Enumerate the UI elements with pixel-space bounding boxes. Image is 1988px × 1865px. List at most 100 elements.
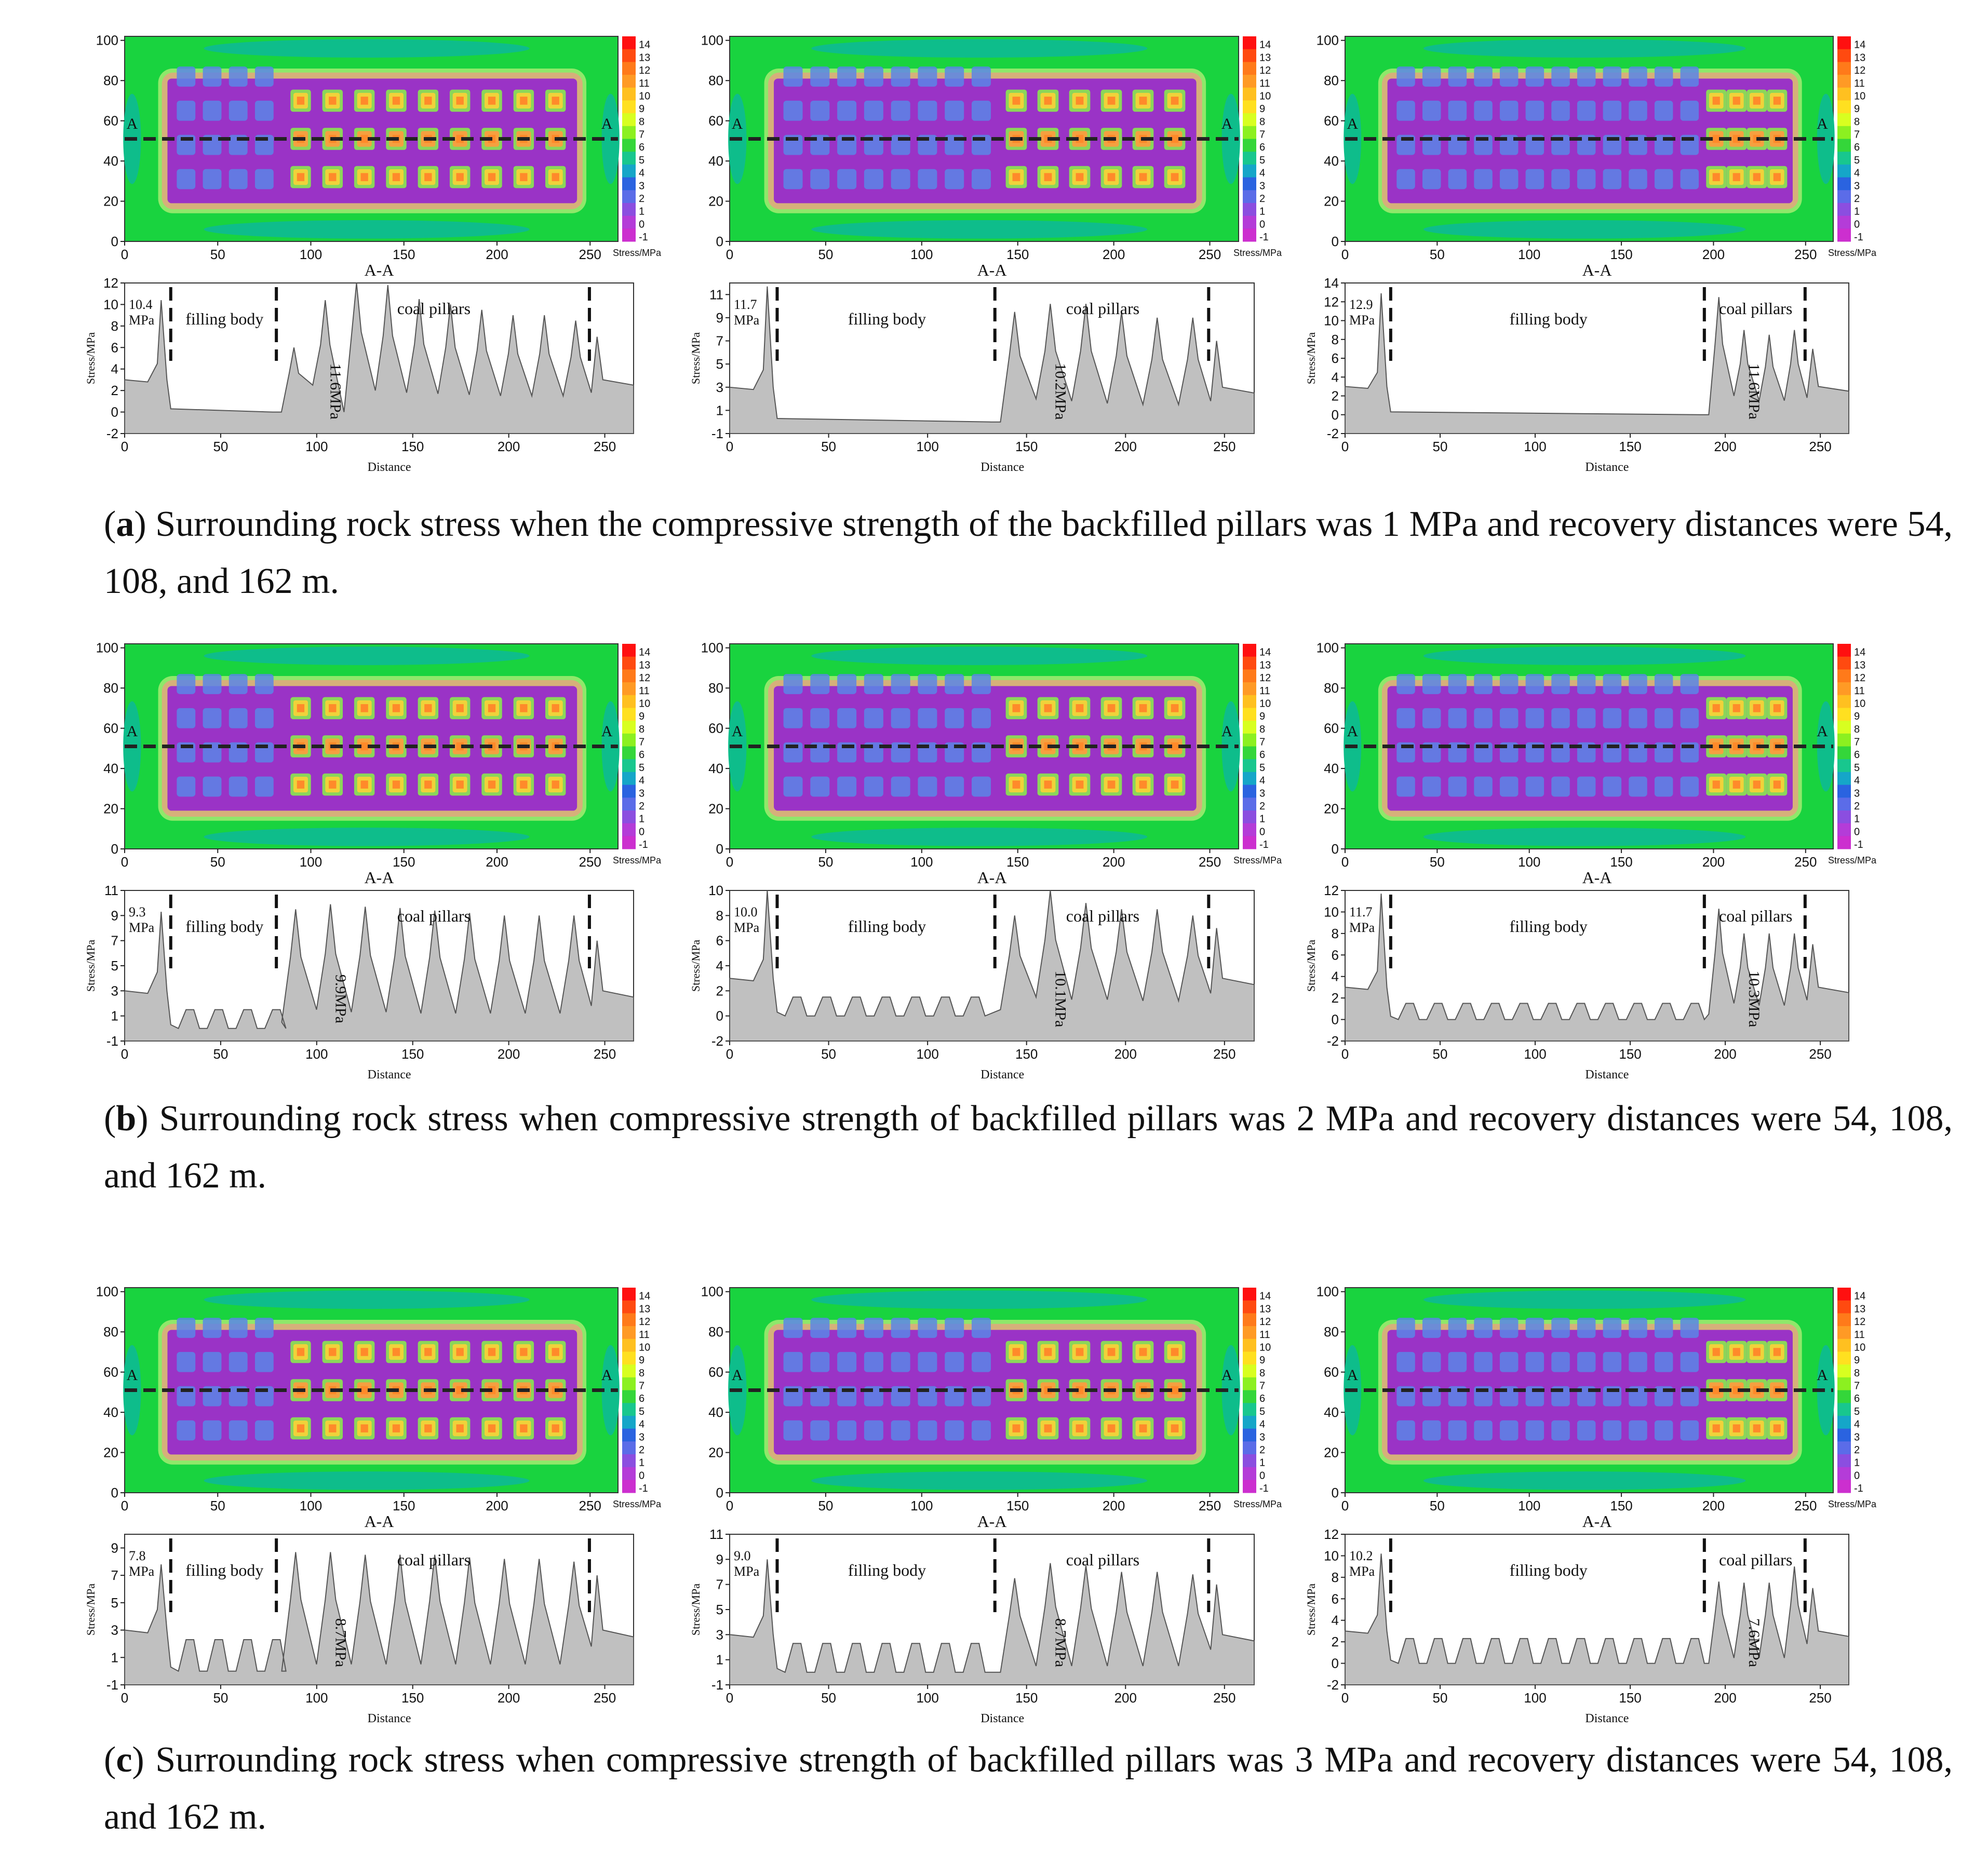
filling-cell	[177, 708, 196, 728]
contour-ytick-label: 40	[1324, 761, 1339, 776]
colorbar-swatch	[622, 759, 636, 773]
contour-ytick-label: 20	[708, 194, 723, 209]
colorbar-tick-label: 2	[1854, 193, 1860, 205]
colorbar-tick-label: 11	[639, 78, 650, 89]
colorbar-swatch	[622, 1454, 636, 1468]
caption-b: (b) Surrounding rock stress when compres…	[104, 1099, 1953, 1196]
section-label-left: A	[1347, 1367, 1359, 1384]
colorbar-swatch	[622, 1403, 636, 1416]
coal-pillar-core	[1076, 134, 1084, 143]
colorbar-tick-label: 11	[1854, 1329, 1865, 1341]
filling-cell	[1551, 1420, 1570, 1441]
peak-mid-label: 9.9MPa	[332, 975, 349, 1023]
filling-cell	[783, 1352, 803, 1372]
colorbar-tick-label: 2	[639, 193, 644, 205]
colorbar-tick-label: 14	[639, 39, 650, 51]
colorbar-tick-label: 6	[639, 142, 644, 153]
colorbar-swatch	[622, 810, 636, 824]
colorbar-tick-label: 14	[639, 1291, 650, 1302]
filling-body-label: filling body	[848, 309, 926, 328]
contour-ytick-label: 80	[103, 680, 118, 696]
colorbar-swatch	[622, 126, 636, 139]
section-label-right: A	[1221, 723, 1233, 740]
colorbar-swatch	[1837, 202, 1851, 217]
coal-pillar-core	[1139, 1348, 1147, 1356]
filling-cell	[1499, 169, 1519, 190]
coal-pillar-core	[520, 780, 528, 789]
contour-xtick-label: 200	[1702, 247, 1725, 262]
coal-pillar-core	[1139, 780, 1147, 789]
colorbar-unit-label: Stress/MPa	[613, 1499, 662, 1509]
filling-cell	[229, 66, 248, 87]
contour-ytick-label: 0	[111, 234, 118, 249]
profile-xtick-label: 100	[305, 1046, 328, 1062]
filling-cell	[1499, 708, 1519, 728]
profile-xtick-label: 100	[1524, 439, 1546, 454]
contour-xtick-label: 50	[1430, 247, 1445, 262]
colorbar-swatch	[1837, 772, 1851, 786]
contour-xtick-label: 250	[579, 1498, 601, 1513]
filling-cell	[783, 776, 803, 797]
coal-pillar-core	[1712, 704, 1720, 712]
coal-pillar-core	[360, 173, 368, 181]
filling-cell	[810, 1352, 830, 1372]
profile-xtick-label: 50	[1433, 1690, 1448, 1706]
contour-ytick-label: 60	[708, 113, 723, 129]
colorbar-tick-label: 4	[1259, 168, 1265, 179]
contour-lobe-right	[1221, 701, 1240, 792]
caption-letter-b: b	[116, 1099, 137, 1139]
filling-cell	[891, 1420, 910, 1441]
profile-ytick-label: 9	[716, 1551, 723, 1567]
coal-pillar-core	[329, 97, 337, 105]
coal-pillar-core	[1139, 1424, 1147, 1432]
profile-area	[729, 286, 1255, 434]
filling-cell	[1577, 776, 1596, 797]
profile-xlabel: Distance	[368, 461, 411, 474]
colorbar-tick-label: 3	[1854, 788, 1860, 799]
coal-pillar-core	[1753, 780, 1761, 789]
profile-ylabel: Stress/MPa	[84, 332, 97, 384]
colorbar-swatch	[1243, 1454, 1256, 1468]
coal-pillar-core	[1044, 1348, 1052, 1356]
caption-text-a: ) Surrounding rock stress when the compr…	[104, 504, 1953, 601]
coal-pillars-label: coal pillars	[1719, 299, 1792, 318]
colorbar-tick-label: 7	[1854, 737, 1860, 748]
profile-xtick-label: 200	[498, 1690, 520, 1706]
filling-cell	[1629, 1318, 1647, 1338]
filling-cell	[1577, 169, 1596, 190]
profile-area	[729, 890, 1255, 1042]
colorbar-tick-label: 4	[1854, 775, 1860, 787]
coal-pillar-core	[1076, 780, 1084, 789]
colorbar-swatch	[1837, 1428, 1851, 1442]
filling-cell	[891, 66, 910, 87]
filling-cell	[177, 1318, 196, 1338]
filling-cell	[1654, 169, 1673, 190]
filling-cell	[1680, 1318, 1699, 1338]
profile-xtick-label: 100	[305, 1690, 328, 1706]
coal-pillar-core	[424, 97, 432, 105]
filling-cell	[203, 1352, 222, 1372]
colorbar-swatch	[1243, 785, 1256, 798]
filling-cell	[1422, 100, 1441, 121]
peak-left-value: 10.0	[734, 904, 758, 920]
contour-ytick-label: 100	[701, 1284, 723, 1300]
filling-cell	[1603, 1420, 1622, 1441]
peak-left-unit: MPa	[129, 313, 155, 328]
colorbar-tick-label: 1	[1854, 1457, 1860, 1469]
coal-pillar-core	[1107, 704, 1116, 712]
colorbar-tick-label: 4	[639, 775, 644, 787]
section-label-left: A	[127, 1367, 138, 1384]
filling-cell	[945, 100, 964, 121]
profile-ytick-label: -2	[1327, 1033, 1339, 1049]
profile-ytick-label: 2	[1332, 388, 1339, 404]
filling-cell	[254, 1352, 274, 1372]
profile-ylabel: Stress/MPa	[1305, 1584, 1318, 1636]
filling-cell	[1654, 674, 1673, 694]
colorbar-swatch	[1837, 1364, 1851, 1378]
filling-body-label: filling body	[1510, 917, 1588, 936]
colorbar-tick-label: 8	[639, 724, 644, 735]
profile-xtick-label: 200	[1114, 439, 1137, 454]
filling-cell	[864, 100, 883, 121]
coal-pillar-core	[456, 173, 464, 181]
